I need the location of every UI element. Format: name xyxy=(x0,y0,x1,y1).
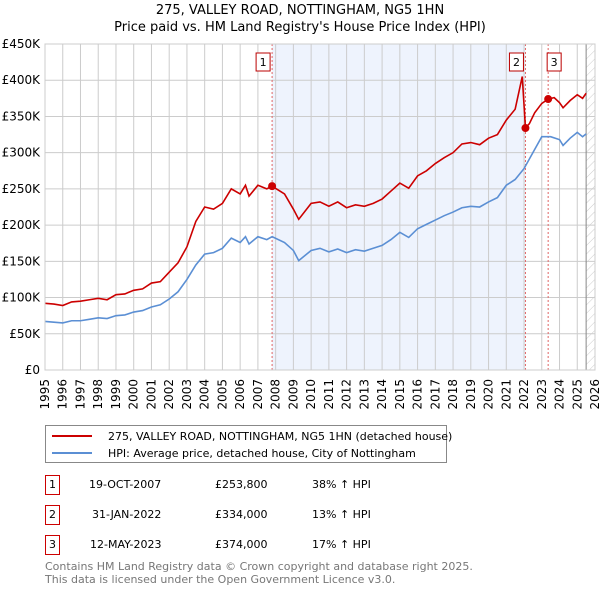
table-row: 3 12-MAY-2023 £374,000 17% ↑ HPI xyxy=(45,535,445,555)
sale-date: 19-OCT-2007 xyxy=(89,478,162,491)
x-tick-label: 2023 xyxy=(535,379,549,410)
sale-date: 31-JAN-2022 xyxy=(92,508,162,521)
sale-point xyxy=(544,95,553,104)
y-tick-label: £250K xyxy=(2,182,42,196)
hpi-line xyxy=(44,131,587,324)
x-tick-label: 2006 xyxy=(233,379,247,410)
sale-hpi-diff: 38% ↑ HPI xyxy=(312,478,371,491)
sale-label-box xyxy=(255,52,271,72)
sale-price: £374,000 xyxy=(215,538,268,551)
x-tick-label: 2005 xyxy=(215,379,229,410)
chart-subtitle: Price paid vs. HM Land Registry's House … xyxy=(114,20,486,35)
sale-number-badge: 1 xyxy=(45,475,60,495)
sale-label: 2 xyxy=(513,56,520,69)
x-tick-label: 1997 xyxy=(73,379,87,410)
future-hatch xyxy=(586,44,595,370)
footer: Contains HM Land Registry data © Crown c… xyxy=(45,560,473,586)
sale-hpi-diff: 13% ↑ HPI xyxy=(312,508,371,521)
sale-point xyxy=(268,182,277,191)
x-tick-label: 1999 xyxy=(109,379,123,410)
price-line xyxy=(44,76,587,307)
x-tick-label: 2021 xyxy=(499,379,513,410)
sale-label-box xyxy=(508,52,524,72)
x-tick-label: 1995 xyxy=(38,379,52,410)
legend-item-property: 275, VALLEY ROAD, NOTTINGHAM, NG5 1HN (d… xyxy=(46,428,452,444)
y-tick-label: £400K xyxy=(2,73,42,87)
line-chart: £0 £50K £100K £150K £200K £250K £300K £350K £400… xyxy=(2,37,600,410)
legend-swatch-blue xyxy=(52,452,92,454)
x-tick-label: 2020 xyxy=(482,379,496,410)
sale-number-badge: 3 xyxy=(45,535,60,555)
legend-label: 275, VALLEY ROAD, NOTTINGHAM, NG5 1HN (d… xyxy=(108,429,453,443)
y-tick-label: £300K xyxy=(2,146,42,160)
x-tick-label: 2009 xyxy=(286,379,300,410)
y-tick-label: £0 xyxy=(25,363,40,377)
sale-date: 12-MAY-2023 xyxy=(90,538,162,551)
y-tick-label: £200K xyxy=(2,218,42,232)
x-tick-label: 2022 xyxy=(517,379,531,410)
sale-label: 3 xyxy=(551,56,558,69)
footer-copyright: Contains HM Land Registry data © Crown c… xyxy=(45,560,473,573)
x-tick-label: 2013 xyxy=(357,379,371,410)
x-tick-label: 2002 xyxy=(162,379,176,410)
x-tick-label: 2024 xyxy=(553,379,567,410)
x-tick-label: 2001 xyxy=(144,379,158,410)
x-tick-label: 2019 xyxy=(464,379,478,410)
legend-item-hpi: HPI: Average price, detached house, City… xyxy=(46,445,416,461)
x-tick-label: 2026 xyxy=(588,379,600,410)
sale-number-badge: 2 xyxy=(45,505,60,525)
table-row: 1 19-OCT-2007 £253,800 38% ↑ HPI xyxy=(45,475,445,495)
x-tick-label: 2011 xyxy=(322,379,336,410)
x-tick-label: 2018 xyxy=(446,379,460,410)
sale-price: £334,000 xyxy=(215,508,268,521)
legend-label: HPI: Average price, detached house, City… xyxy=(108,446,416,460)
x-tick-label: 2008 xyxy=(269,379,283,410)
x-tick-label: 2017 xyxy=(428,379,442,410)
x-tick-label: 1998 xyxy=(91,379,105,410)
plot-border xyxy=(44,43,596,371)
sale-hpi-diff: 17% ↑ HPI xyxy=(312,538,371,551)
x-tick-label: 2016 xyxy=(411,379,425,410)
sale-point xyxy=(521,124,530,133)
x-tick-label: 2004 xyxy=(198,379,212,410)
x-tick-label: 2012 xyxy=(340,379,354,410)
legend: 275, VALLEY ROAD, NOTTINGHAM, NG5 1HN (d… xyxy=(45,425,452,463)
x-tick-label: 2003 xyxy=(180,379,194,410)
legend-swatch-red xyxy=(52,435,92,437)
chart-title: 275, VALLEY ROAD, NOTTINGHAM, NG5 1HN xyxy=(155,3,445,18)
x-tick-label: 2015 xyxy=(393,379,407,410)
ownership-shade xyxy=(272,44,526,370)
sale-label-box xyxy=(546,52,562,72)
y-tick-label: £100K xyxy=(2,291,42,305)
footer-licence: This data is licensed under the Open Gov… xyxy=(45,573,396,586)
y-tick-label: £450K xyxy=(2,37,42,51)
x-tick-label: 2014 xyxy=(375,379,389,410)
y-tick-label: £150K xyxy=(2,254,42,268)
y-tick-label: £50K xyxy=(9,327,41,341)
x-tick-label: 2000 xyxy=(127,379,141,410)
x-tick-label: 2010 xyxy=(304,379,318,410)
x-tick-label: 2025 xyxy=(570,379,584,410)
sale-price: £253,800 xyxy=(215,478,268,491)
y-tick-label: £350K xyxy=(2,109,42,123)
x-tick-label: 2007 xyxy=(251,379,265,410)
sale-label: 1 xyxy=(260,56,267,69)
table-row: 2 31-JAN-2022 £334,000 13% ↑ HPI xyxy=(45,505,445,525)
x-tick-label: 1996 xyxy=(56,379,70,410)
